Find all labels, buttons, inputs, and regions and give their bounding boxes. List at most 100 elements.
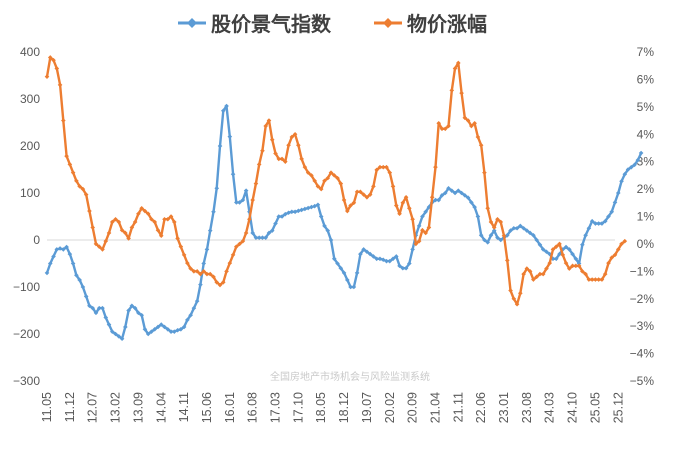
data-point-price-growth	[168, 214, 174, 219]
data-point-stock-index	[83, 294, 89, 299]
data-point-stock-index	[508, 228, 513, 233]
data-point-price-growth	[64, 153, 69, 159]
data-point-stock-index	[632, 162, 637, 168]
data-point-price-growth	[488, 219, 494, 225]
data-point-stock-index	[351, 284, 357, 290]
data-point-price-growth	[387, 170, 393, 175]
series-price-growth	[44, 55, 628, 307]
data-point-price-growth	[393, 203, 399, 208]
data-point-stock-index	[625, 167, 631, 172]
data-point-stock-index	[498, 237, 504, 243]
data-point-price-growth	[175, 236, 180, 241]
data-point-stock-index	[64, 244, 69, 250]
data-point-price-growth	[566, 266, 572, 271]
x-tick-label: 14.04	[154, 392, 168, 423]
data-point-stock-index	[593, 221, 598, 226]
data-point-stock-index	[387, 258, 393, 264]
data-point-stock-index	[374, 256, 380, 262]
data-point-price-growth	[361, 192, 366, 197]
data-point-price-growth	[531, 277, 536, 282]
data-point-stock-index	[407, 261, 412, 266]
data-point-price-growth	[380, 164, 386, 170]
data-point-stock-index	[348, 284, 353, 290]
data-point-price-growth	[253, 181, 259, 186]
data-point-stock-index	[256, 235, 262, 240]
data-point-price-growth	[302, 164, 308, 170]
data-point-price-growth	[158, 233, 164, 238]
data-point-price-growth	[589, 277, 595, 282]
data-point-price-growth	[374, 167, 380, 173]
data-point-price-growth	[459, 90, 464, 96]
data-point-stock-index	[446, 186, 451, 191]
data-point-price-growth	[478, 142, 484, 148]
data-point-stock-index	[527, 230, 533, 236]
data-point-stock-index	[178, 327, 184, 332]
data-point-price-growth	[482, 170, 487, 175]
y-right-tick-label: 2%	[637, 182, 655, 196]
data-point-price-growth	[462, 115, 468, 121]
data-point-stock-index	[393, 254, 399, 259]
data-point-price-growth	[243, 230, 249, 236]
data-point-stock-index	[207, 228, 213, 233]
data-point-stock-index	[214, 186, 220, 191]
data-point-price-growth	[70, 170, 76, 175]
data-point-stock-index	[475, 214, 481, 219]
data-point-price-growth	[74, 178, 79, 184]
data-point-price-growth	[501, 233, 507, 238]
data-point-price-growth	[469, 123, 474, 129]
data-point-stock-index	[439, 193, 445, 198]
data-point-stock-index	[217, 143, 223, 149]
data-point-price-growth	[407, 205, 412, 211]
data-point-price-growth	[358, 189, 363, 195]
data-point-stock-index	[136, 310, 141, 316]
data-point-price-growth	[367, 192, 373, 197]
data-point-price-growth	[612, 252, 618, 258]
data-point-price-growth	[420, 227, 425, 233]
data-point-stock-index	[377, 256, 383, 262]
y-left-tick-label: −200	[13, 327, 40, 341]
data-point-price-growth	[96, 244, 102, 249]
data-point-stock-index	[384, 258, 389, 264]
data-point-price-growth	[256, 162, 262, 167]
data-point-price-growth	[341, 197, 347, 203]
data-point-price-growth	[576, 263, 582, 269]
data-point-price-growth	[403, 195, 409, 200]
data-point-price-growth	[80, 186, 86, 192]
data-point-stock-index	[345, 277, 350, 283]
data-point-stock-index	[279, 214, 285, 219]
data-point-price-growth	[371, 184, 376, 189]
x-tick-label: 17.10	[291, 392, 305, 423]
x-tick-label: 15.06	[200, 392, 214, 423]
data-point-price-growth	[338, 181, 344, 186]
data-point-price-growth	[325, 175, 331, 181]
data-point-price-growth	[54, 66, 60, 71]
x-tick-label: 25.05	[588, 392, 602, 423]
y-left-tick-label: 100	[20, 186, 40, 200]
y-axis-left: 400 300 200 100 0 −100 −200 −300	[13, 45, 40, 388]
data-point-stock-index	[116, 334, 122, 339]
data-point-price-growth	[227, 260, 233, 266]
data-point-price-growth	[384, 164, 389, 170]
data-point-price-growth	[400, 200, 406, 206]
data-point-stock-index	[234, 200, 239, 205]
x-tick-label: 24.03	[543, 392, 557, 423]
data-point-stock-index	[230, 171, 236, 177]
y-right-tick-label: −3%	[630, 319, 655, 333]
data-point-price-growth	[103, 238, 109, 244]
data-point-price-growth	[465, 118, 471, 123]
data-point-stock-index	[188, 312, 193, 318]
data-point-stock-index	[96, 305, 102, 311]
data-point-price-growth	[547, 260, 553, 266]
data-point-price-growth	[230, 252, 236, 258]
data-point-stock-index	[142, 327, 148, 332]
data-point-price-growth	[315, 184, 321, 189]
data-point-price-growth	[136, 211, 141, 217]
data-point-price-growth	[142, 208, 148, 214]
data-point-price-growth	[289, 134, 295, 140]
y-left-tick-label: 400	[20, 45, 40, 59]
data-point-stock-index	[514, 225, 520, 231]
data-point-price-growth	[433, 164, 438, 170]
data-point-stock-index	[263, 235, 269, 240]
data-point-stock-index	[113, 331, 118, 337]
data-point-stock-index	[185, 317, 190, 323]
